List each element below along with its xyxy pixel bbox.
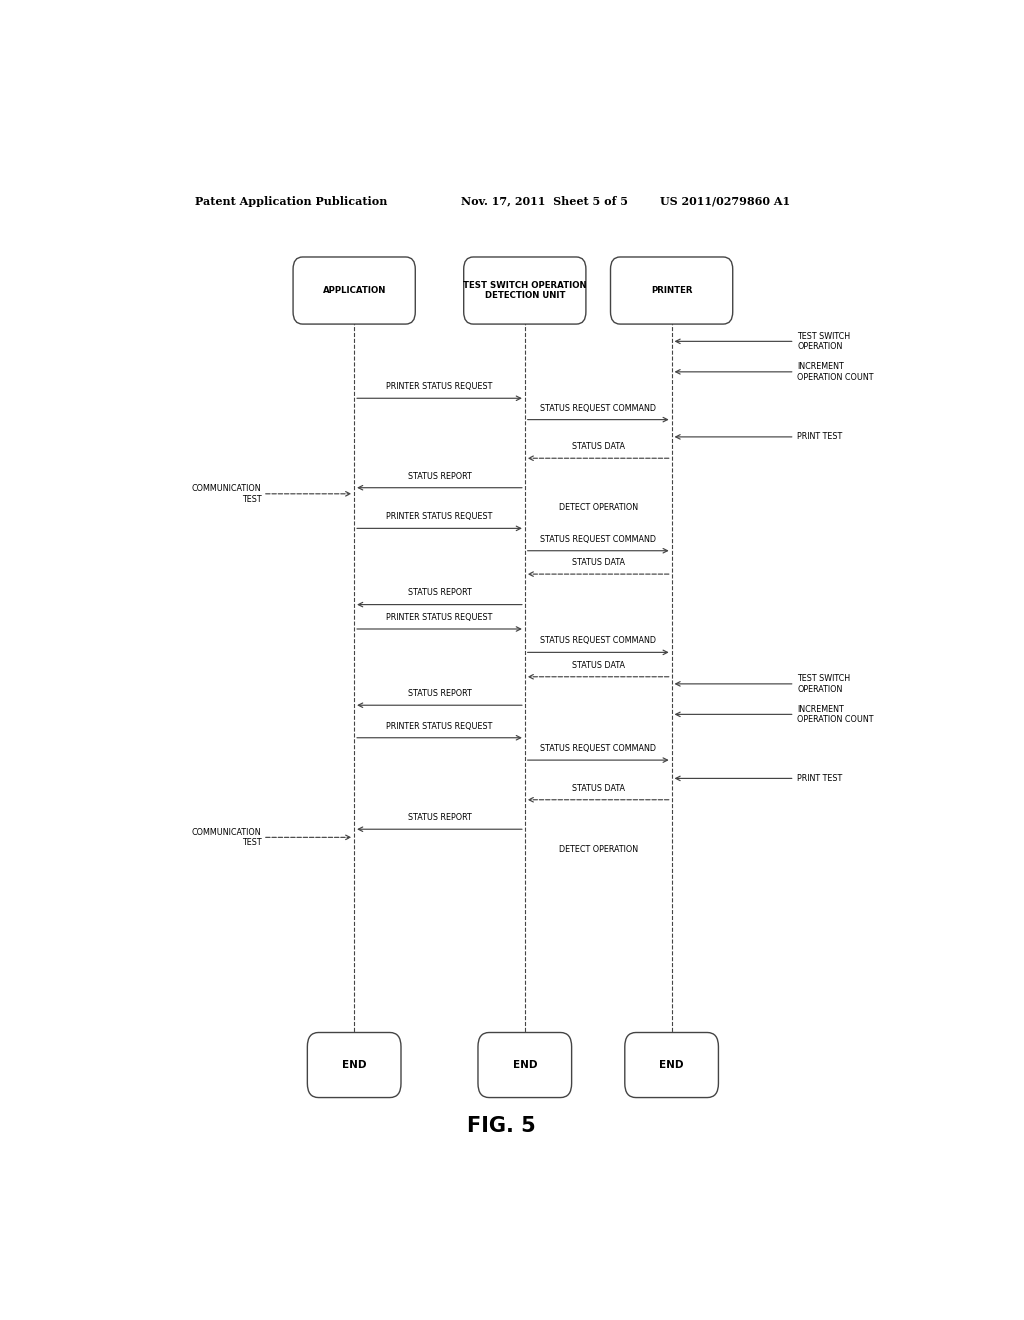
Text: PRINTER STATUS REQUEST: PRINTER STATUS REQUEST	[386, 512, 493, 521]
FancyBboxPatch shape	[293, 257, 416, 325]
Text: END: END	[659, 1060, 684, 1071]
FancyBboxPatch shape	[464, 257, 586, 325]
Text: END: END	[513, 1060, 537, 1071]
Text: PRINTER STATUS REQUEST: PRINTER STATUS REQUEST	[386, 383, 493, 391]
Text: STATUS REPORT: STATUS REPORT	[408, 471, 471, 480]
Text: PRINTER STATUS REQUEST: PRINTER STATUS REQUEST	[386, 612, 493, 622]
Text: END: END	[342, 1060, 367, 1071]
Text: PRINTER STATUS REQUEST: PRINTER STATUS REQUEST	[386, 722, 493, 731]
Text: Nov. 17, 2011  Sheet 5 of 5: Nov. 17, 2011 Sheet 5 of 5	[461, 195, 629, 207]
Text: STATUS REPORT: STATUS REPORT	[408, 689, 471, 698]
Text: TEST SWITCH
OPERATION: TEST SWITCH OPERATION	[797, 331, 850, 351]
Text: COMMUNICATION
TEST: COMMUNICATION TEST	[191, 828, 261, 847]
Text: US 2011/0279860 A1: US 2011/0279860 A1	[659, 195, 790, 207]
Text: INCREMENT
OPERATION COUNT: INCREMENT OPERATION COUNT	[797, 362, 873, 381]
Text: STATUS REPORT: STATUS REPORT	[408, 813, 471, 822]
Text: FIG. 5: FIG. 5	[467, 1115, 536, 1137]
Text: APPLICATION: APPLICATION	[323, 286, 386, 296]
Text: STATUS REPORT: STATUS REPORT	[408, 589, 471, 598]
Text: STATUS REQUEST COMMAND: STATUS REQUEST COMMAND	[541, 535, 656, 544]
FancyBboxPatch shape	[478, 1032, 571, 1097]
Text: STATUS DATA: STATUS DATA	[571, 660, 625, 669]
Text: STATUS REQUEST COMMAND: STATUS REQUEST COMMAND	[541, 636, 656, 645]
Text: TEST SWITCH OPERATION
DETECTION UNIT: TEST SWITCH OPERATION DETECTION UNIT	[463, 281, 587, 300]
Text: STATUS DATA: STATUS DATA	[571, 784, 625, 792]
Text: STATUS REQUEST COMMAND: STATUS REQUEST COMMAND	[541, 404, 656, 412]
FancyBboxPatch shape	[307, 1032, 401, 1097]
Text: DETECT OPERATION: DETECT OPERATION	[559, 503, 638, 512]
Text: DETECT OPERATION: DETECT OPERATION	[559, 845, 638, 854]
Text: PRINT TEST: PRINT TEST	[797, 774, 843, 783]
FancyBboxPatch shape	[625, 1032, 719, 1097]
FancyBboxPatch shape	[610, 257, 733, 325]
Text: STATUS REQUEST COMMAND: STATUS REQUEST COMMAND	[541, 744, 656, 752]
Text: INCREMENT
OPERATION COUNT: INCREMENT OPERATION COUNT	[797, 705, 873, 725]
Text: Patent Application Publication: Patent Application Publication	[196, 195, 388, 207]
Text: STATUS DATA: STATUS DATA	[571, 558, 625, 568]
Text: PRINT TEST: PRINT TEST	[797, 433, 843, 441]
Text: TEST SWITCH
OPERATION: TEST SWITCH OPERATION	[797, 675, 850, 693]
Text: STATUS DATA: STATUS DATA	[571, 442, 625, 451]
Text: PRINTER: PRINTER	[651, 286, 692, 296]
Text: COMMUNICATION
TEST: COMMUNICATION TEST	[191, 484, 261, 503]
